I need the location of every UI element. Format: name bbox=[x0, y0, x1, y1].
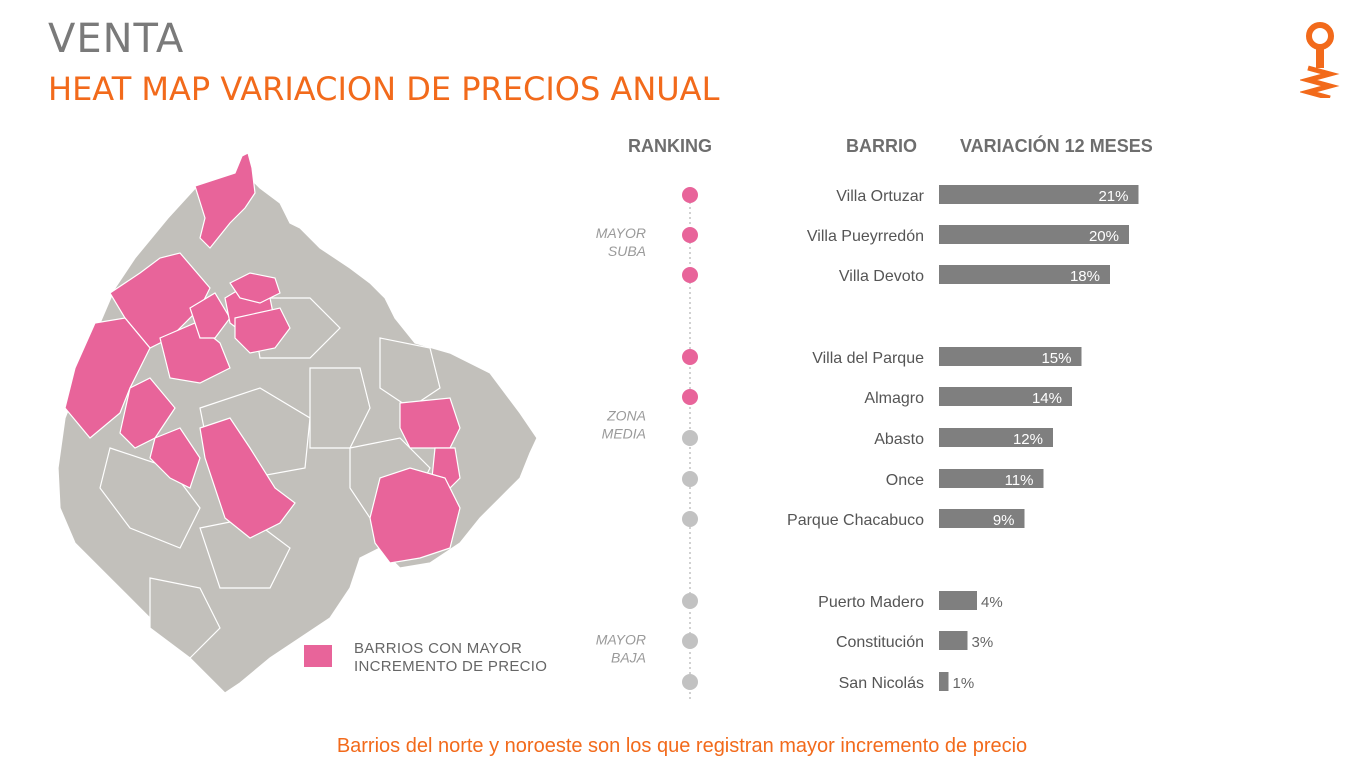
bar-value-label: 3% bbox=[972, 634, 994, 651]
ranking-dot bbox=[682, 674, 698, 690]
map-region-highlight bbox=[64, 317, 151, 439]
ranking-dot bbox=[682, 430, 698, 446]
bar-value-label: 15% bbox=[1041, 350, 1071, 367]
bar bbox=[939, 672, 949, 691]
ranking-dot bbox=[682, 187, 698, 203]
ranking-dot bbox=[682, 267, 698, 283]
bar bbox=[939, 347, 1082, 366]
bar-value-label: 11% bbox=[1005, 472, 1034, 489]
map-region-highlight bbox=[189, 292, 231, 339]
legend-swatch bbox=[304, 645, 332, 667]
ranking-bar-chart: MAYOR SUBA ZONA MEDIA MAYOR BAJA Villa Ortuzar… bbox=[596, 185, 1139, 702]
barrio-label: Constitución bbox=[836, 634, 924, 651]
map-region bbox=[309, 367, 371, 449]
barrio-label: Parque Chacabuco bbox=[787, 512, 924, 529]
group-label-line1: MAYOR bbox=[596, 225, 646, 241]
barrio-label: Abasto bbox=[874, 431, 924, 448]
legend-label: BARRIOS CON MAYOR INCREMENTO DE PRECIO bbox=[354, 640, 594, 676]
page-subtitle: HEAT MAP VARIACION DE PRECIOS ANUAL bbox=[48, 70, 720, 108]
map-region-highlight bbox=[199, 417, 296, 539]
column-header-barrio: BARRIO bbox=[846, 136, 917, 156]
bar bbox=[939, 225, 1129, 244]
barrio-label: Villa Pueyrredón bbox=[807, 228, 924, 245]
map-region-highlight bbox=[149, 427, 201, 489]
map-region bbox=[379, 337, 441, 409]
ranking-dot bbox=[682, 227, 698, 243]
map-region-highlight bbox=[369, 467, 461, 564]
page-title: VENTA bbox=[48, 16, 185, 62]
map-region-highlight bbox=[194, 152, 256, 249]
barrio-label: Villa del Parque bbox=[812, 350, 924, 367]
group-label-line2: MEDIA bbox=[602, 426, 646, 442]
ranking-dot bbox=[682, 389, 698, 405]
legend-label-line2: INCREMENTO DE PRECIO bbox=[354, 658, 548, 675]
barrio-label: Once bbox=[886, 472, 924, 489]
barrio-label: San Nicolás bbox=[839, 675, 924, 692]
barrio-label: Almagro bbox=[864, 390, 924, 407]
barrio-label: Villa Ortuzar bbox=[836, 188, 924, 205]
bar bbox=[939, 631, 968, 650]
group-label-line2: BAJA bbox=[611, 650, 646, 666]
bar bbox=[939, 428, 1053, 447]
bar-value-label: 18% bbox=[1070, 268, 1100, 285]
bar-value-label: 21% bbox=[1098, 188, 1128, 205]
ranking-dot bbox=[682, 471, 698, 487]
key-logo-icon bbox=[1300, 22, 1340, 98]
map-highlighted-neighbourhoods bbox=[64, 152, 461, 564]
bar bbox=[939, 387, 1072, 406]
bar bbox=[939, 509, 1025, 528]
bar-value-label: 1% bbox=[953, 675, 975, 692]
group-label-line1: ZONA bbox=[606, 408, 646, 424]
column-header-variacion: VARIACIÓN 12 MESES bbox=[960, 136, 1153, 156]
heat-map bbox=[57, 152, 538, 694]
bar-value-label: 12% bbox=[1013, 431, 1043, 448]
map-region bbox=[149, 577, 221, 659]
footer-caption: Barrios del norte y noroeste son los que… bbox=[336, 735, 1028, 757]
bar bbox=[939, 591, 977, 610]
map-region-highlight bbox=[234, 307, 291, 354]
group-label-line1: MAYOR bbox=[596, 632, 646, 648]
barrio-label: Villa Devoto bbox=[839, 268, 924, 285]
ranking-dot bbox=[682, 633, 698, 649]
legend-label-line1: BARRIOS CON MAYOR bbox=[354, 640, 523, 657]
bar-value-label: 4% bbox=[981, 594, 1003, 611]
ranking-dot bbox=[682, 511, 698, 527]
group-label-line2: SUBA bbox=[608, 243, 646, 259]
bar-value-label: 14% bbox=[1032, 390, 1062, 407]
ranking-dot bbox=[682, 349, 698, 365]
bar bbox=[939, 265, 1110, 284]
ranking-dot bbox=[682, 593, 698, 609]
bar bbox=[939, 185, 1139, 204]
bar-value-label: 20% bbox=[1089, 228, 1119, 245]
column-header-ranking: RANKING bbox=[628, 136, 712, 156]
bar-value-label: 9% bbox=[993, 512, 1015, 529]
map-region-highlight bbox=[229, 272, 281, 304]
bar bbox=[939, 469, 1044, 488]
map-region-highlight bbox=[399, 397, 461, 449]
barrio-label: Puerto Madero bbox=[818, 594, 924, 611]
